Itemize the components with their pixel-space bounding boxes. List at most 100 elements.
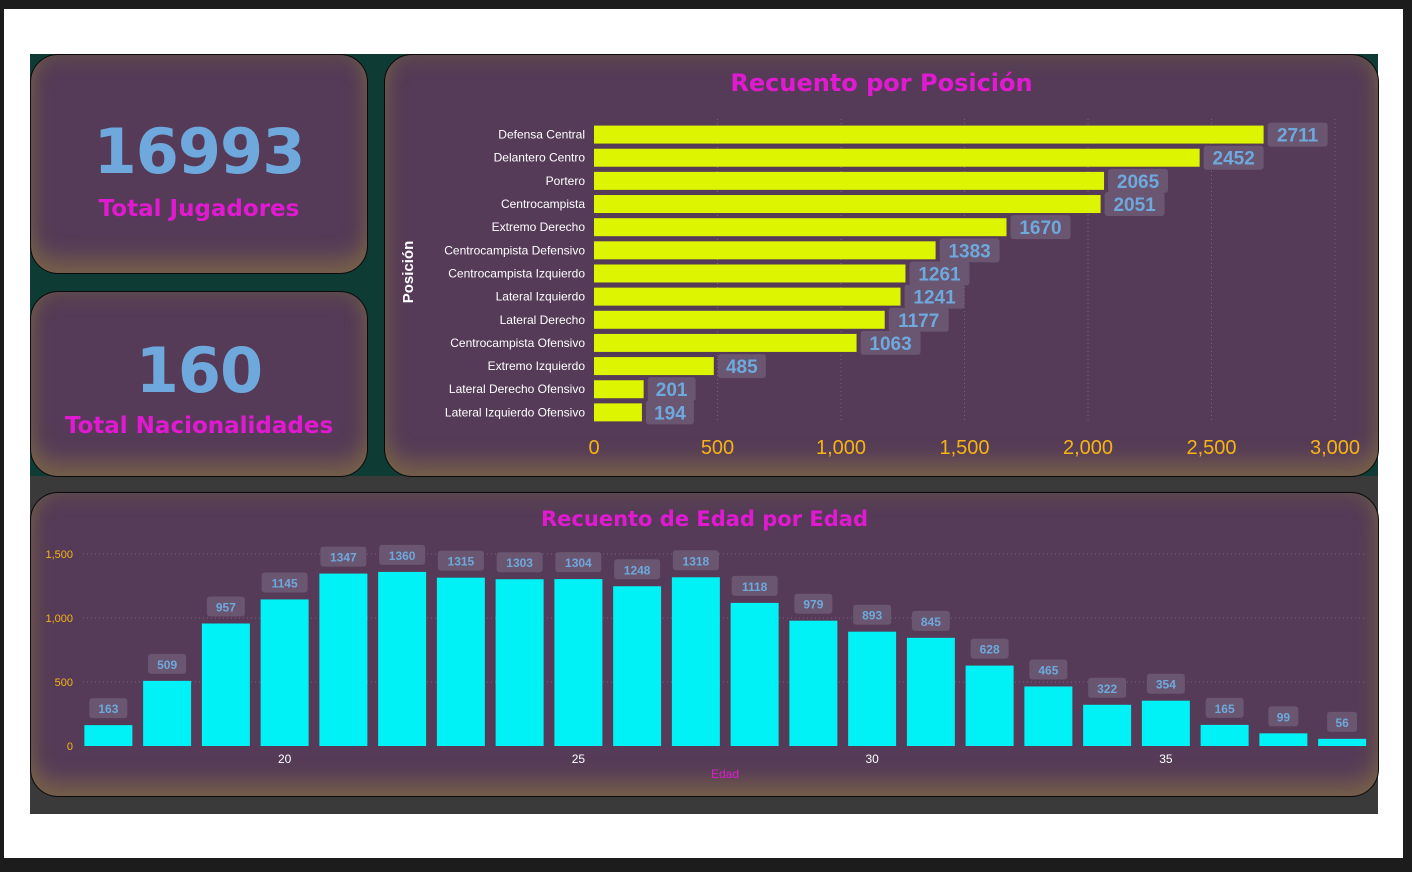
data-label: 56 xyxy=(1335,716,1349,730)
category-label: Extremo Izquierdo xyxy=(488,359,586,373)
age-bar xyxy=(671,577,720,746)
position-bar xyxy=(594,357,714,376)
age-chart-card[interactable]: Recuento de Edad por Edad 0 500 1,000 1,500… xyxy=(30,492,1379,797)
age-bar xyxy=(965,665,1014,746)
kpi-label-total-players: Total Jugadores xyxy=(98,196,300,222)
data-label-box xyxy=(1327,711,1358,732)
category-label: Lateral Izquierdo Ofensivo xyxy=(445,405,585,419)
position-bar xyxy=(594,380,644,399)
data-label: 1347 xyxy=(330,551,357,565)
x-tick-label: 2,000 xyxy=(1063,437,1113,459)
data-label-box xyxy=(555,552,602,573)
data-label-box xyxy=(89,698,128,719)
data-label-box xyxy=(909,261,970,286)
data-label-box xyxy=(860,330,921,355)
category-label: Defensa Central xyxy=(498,128,585,142)
data-label-box xyxy=(1010,215,1071,240)
data-label: 201 xyxy=(656,380,688,401)
category-label: Lateral Izquierdo xyxy=(496,290,586,304)
data-label-box xyxy=(939,238,1000,263)
data-label-box xyxy=(1203,145,1264,170)
age-bar xyxy=(1024,686,1073,746)
data-label: 163 xyxy=(98,702,118,716)
data-label-box xyxy=(888,307,949,332)
y-tick-label: 0 xyxy=(67,741,73,753)
x-tick-label: 0 xyxy=(588,437,599,459)
data-label-box xyxy=(853,604,892,625)
age-bar xyxy=(1083,704,1132,746)
data-label-box xyxy=(1267,122,1328,147)
data-label-box xyxy=(1088,677,1127,698)
data-label-box xyxy=(437,550,484,571)
data-label-box xyxy=(794,593,833,614)
data-label: 465 xyxy=(1038,663,1058,677)
y-tick-label: 1,000 xyxy=(45,613,73,625)
kpi-card-total-nationalities[interactable]: 160 Total Nacionalidades xyxy=(30,291,368,477)
data-label-box xyxy=(911,610,950,631)
data-label: 99 xyxy=(1277,710,1291,724)
age-bar xyxy=(1200,724,1249,746)
kpi-value-total-nationalities: 160 xyxy=(135,334,263,407)
age-bar xyxy=(436,577,485,746)
position-bar xyxy=(594,171,1105,190)
category-label: Centrocampista Defensivo xyxy=(444,243,585,257)
data-label-box xyxy=(1108,168,1169,193)
position-bar xyxy=(594,125,1264,144)
position-bar xyxy=(594,310,885,329)
category-label: Delantero Centro xyxy=(494,151,586,165)
data-label: 1360 xyxy=(389,549,416,563)
data-label: 2065 xyxy=(1117,172,1160,193)
data-label: 1304 xyxy=(565,556,592,570)
data-label-box xyxy=(496,552,543,573)
category-label: Lateral Derecho xyxy=(500,313,586,327)
data-label: 1248 xyxy=(624,563,651,577)
x-tick-label: 1,500 xyxy=(939,437,989,459)
data-label-box xyxy=(1268,706,1299,727)
x-tick-label: 2,500 xyxy=(1186,437,1236,459)
age-bar xyxy=(84,725,133,746)
x-tick-label: 500 xyxy=(701,437,734,459)
x-tick-label: 25 xyxy=(572,752,586,766)
data-label-box xyxy=(645,400,694,425)
kpi-card-total-players[interactable]: 16993 Total Jugadores xyxy=(30,54,368,274)
position-bar xyxy=(594,148,1200,167)
data-label: 1118 xyxy=(742,580,768,594)
position-chart-title: Recuento por Posición xyxy=(730,69,1033,97)
data-label: 1261 xyxy=(918,264,961,285)
data-label: 845 xyxy=(921,615,941,629)
data-label: 2051 xyxy=(1113,195,1156,216)
data-label: 1383 xyxy=(948,241,990,262)
age-bar xyxy=(495,579,544,746)
data-label: 2711 xyxy=(1277,126,1319,147)
position-bar xyxy=(594,195,1101,214)
data-label-box xyxy=(731,575,778,596)
dashboard: 16993 Total Jugadores 160 Total Nacional… xyxy=(30,54,1379,814)
category-label: Centrocampista Ofensivo xyxy=(450,336,585,350)
position-bar xyxy=(594,264,906,283)
age-bar xyxy=(378,571,427,746)
age-bar xyxy=(730,602,779,746)
data-label-box xyxy=(904,284,965,309)
x-tick-label: 30 xyxy=(865,752,879,766)
age-bar xyxy=(848,631,897,746)
data-label-box xyxy=(717,354,766,379)
age-bar xyxy=(906,637,955,746)
data-label-box xyxy=(261,572,308,593)
position-chart-card[interactable]: Recuento por Posición 0 500 1,000 1,500 2,00… xyxy=(384,54,1379,477)
kpi-label-total-nationalities: Total Nacionalidades xyxy=(64,413,334,439)
data-label: 485 xyxy=(726,357,758,378)
category-label: Centrocampista Izquierdo xyxy=(448,266,585,280)
kpi-value-total-players: 16993 xyxy=(93,115,306,188)
x-axis-title: Edad xyxy=(711,767,739,781)
age-bar xyxy=(260,599,309,746)
data-label-box xyxy=(1029,659,1068,680)
data-label: 893 xyxy=(862,609,882,623)
position-bar xyxy=(594,403,642,422)
data-label-box xyxy=(970,638,1009,659)
data-label: 509 xyxy=(157,658,177,672)
data-label: 1303 xyxy=(506,556,533,570)
data-label: 628 xyxy=(980,643,1000,657)
data-label: 194 xyxy=(654,403,686,424)
data-label: 165 xyxy=(1215,702,1235,716)
age-bar xyxy=(319,573,368,746)
